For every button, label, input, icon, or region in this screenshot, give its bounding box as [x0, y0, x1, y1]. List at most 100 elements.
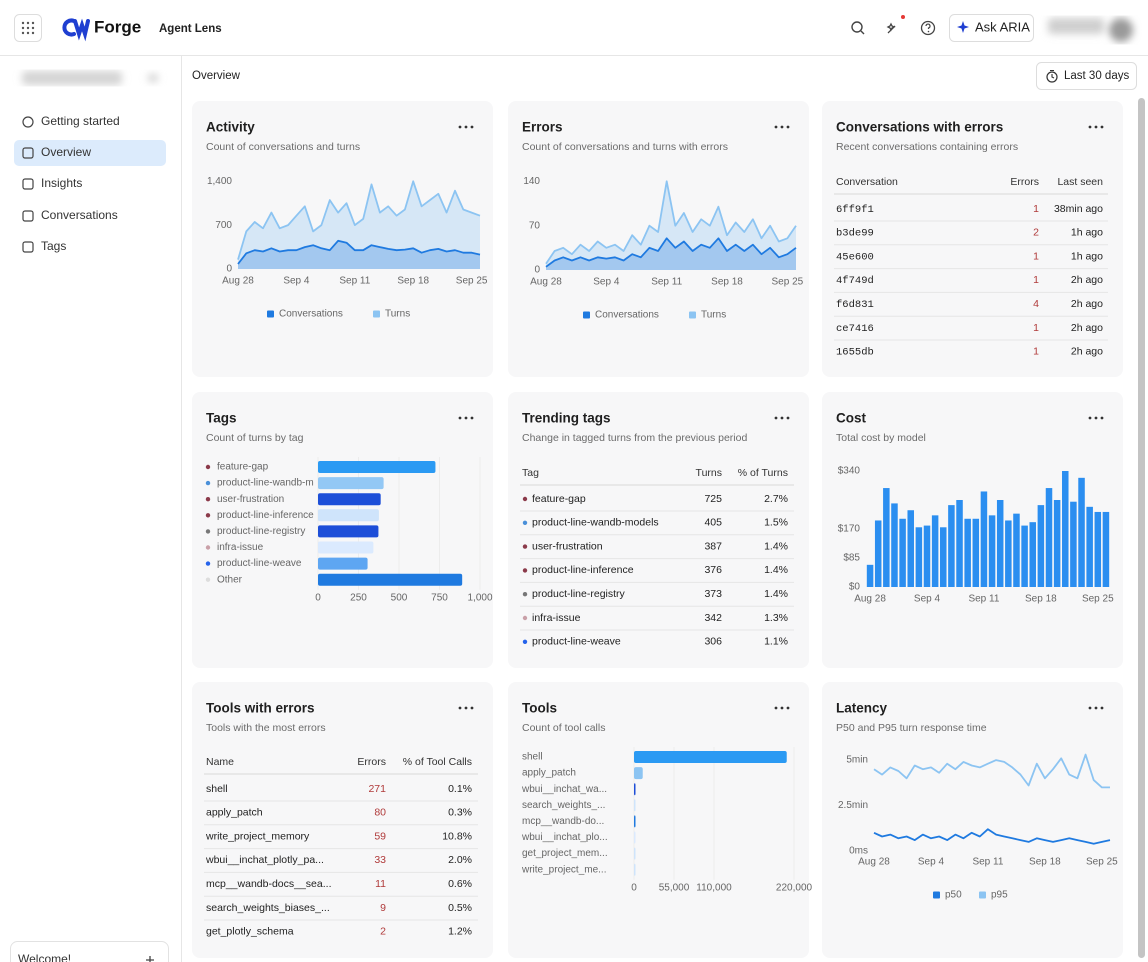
table-row[interactable]: feature-gap 725 2.7%	[520, 493, 794, 512]
legend-item[interactable]: Conversations	[267, 309, 343, 320]
table-cell: 1.5%	[764, 517, 788, 529]
card-menu[interactable]	[458, 125, 474, 129]
legend-label: Turns	[701, 310, 726, 321]
table-row[interactable]: 45e600 1 1h ago	[834, 250, 1108, 270]
legend-item[interactable]: p50	[933, 890, 962, 901]
help-button[interactable]	[920, 20, 936, 36]
nav-label: Tags	[41, 239, 66, 253]
workspace-selector[interactable]	[22, 71, 158, 85]
page-title: Overview	[192, 70, 241, 82]
bar	[988, 515, 996, 587]
table-row[interactable]: mcp__wandb-docs__sea... 11 0.6%	[204, 878, 478, 897]
card-menu[interactable]	[1088, 706, 1104, 710]
table-row[interactable]: b3de99 2 1h ago	[834, 227, 1108, 246]
column-header: Tag	[522, 467, 539, 479]
table-cell: 11	[375, 878, 386, 890]
column-header: Name	[206, 756, 234, 768]
table-row[interactable]: product-line-inference 376 1.4%	[520, 564, 794, 583]
legend-swatch	[689, 311, 696, 319]
bar	[318, 541, 374, 554]
menu-dot	[1088, 706, 1092, 710]
bar	[634, 847, 636, 860]
user-menu[interactable]	[1048, 18, 1133, 42]
bar	[634, 799, 636, 812]
nav-item[interactable]: Tags	[22, 239, 66, 253]
card-menu[interactable]	[1088, 125, 1104, 129]
nav-item[interactable]: Overview	[14, 140, 166, 166]
table-cell: feature-gap	[532, 493, 586, 505]
bar	[948, 505, 955, 587]
table-row[interactable]: user-frustration 387 1.4%	[520, 540, 794, 560]
table-cell: 80	[374, 807, 386, 819]
menu-dot	[786, 706, 790, 710]
nav-item[interactable]: Getting started	[22, 114, 120, 128]
nav-icon	[22, 210, 34, 222]
nav-active-bg	[14, 140, 166, 166]
legend-item[interactable]: Conversations	[583, 310, 659, 321]
nav-item[interactable]: Conversations	[22, 208, 118, 222]
table-row[interactable]: 4f749d 1 2h ago	[834, 274, 1108, 293]
table-row[interactable]: get_plotly_schema 2 1.2%	[206, 926, 472, 938]
x-tick-label: Sep 18	[397, 276, 429, 287]
menu-dot	[786, 416, 790, 420]
table-row[interactable]: product-line-wandb-models 405 1.5%	[520, 517, 794, 536]
apps-button[interactable]	[14, 14, 42, 42]
table-row[interactable]: search_weights_biases_... 9 0.5%	[204, 902, 478, 921]
table-row[interactable]: infra-issue 342 1.3%	[520, 612, 794, 631]
table-cell: 2h ago	[1071, 322, 1103, 334]
x-tick-label: 0	[631, 883, 637, 894]
column-header: Errors	[1010, 176, 1039, 188]
sparkle-button[interactable]	[886, 15, 905, 34]
nav-item[interactable]: Insights	[22, 176, 82, 190]
table-row[interactable]: write_project_memory 59 10.8%	[204, 830, 478, 850]
table-cell: infra-issue	[532, 612, 581, 624]
table-cell: 2h ago	[1071, 346, 1103, 358]
x-tick-label: Sep 25	[772, 277, 804, 288]
table-cell: 1h ago	[1071, 250, 1103, 262]
table-row[interactable]: 1655db 1 2h ago	[836, 346, 1103, 359]
card-menu[interactable]	[774, 125, 790, 129]
scrollbar[interactable]	[1138, 98, 1145, 958]
card-menu[interactable]	[774, 706, 790, 710]
table-row[interactable]: apply_patch 80 0.3%	[204, 807, 478, 826]
ask-aria-button[interactable]: Ask ARIA	[949, 14, 1034, 42]
table-cell: ce7416	[836, 323, 874, 335]
table-row[interactable]: f6d831 4 2h ago	[834, 298, 1108, 317]
menu-dot	[458, 416, 462, 420]
tag-dot	[522, 639, 528, 644]
tag-dot	[522, 520, 528, 525]
menu-dot	[464, 416, 468, 420]
table-row[interactable]: 6ff9f1 1 38min ago	[834, 203, 1108, 222]
legend-item[interactable]: p95	[979, 890, 1008, 901]
table-row[interactable]: shell 271 0.1%	[204, 783, 478, 802]
search-button[interactable]	[851, 21, 865, 35]
bar	[996, 500, 1004, 587]
date-range-button[interactable]: Last 30 days	[1036, 62, 1137, 90]
table-row[interactable]: wbui__inchat_plotly_pa... 33 2.0%	[204, 854, 478, 873]
legend-swatch	[933, 891, 940, 899]
panels: Activity Count of conversations and turns…	[192, 101, 1123, 958]
card-menu[interactable]	[1088, 416, 1104, 420]
card-title: Tags	[206, 411, 237, 426]
y-tick-label: 70	[529, 220, 541, 231]
brand: Forge	[94, 17, 141, 36]
legend-item[interactable]: Turns	[689, 310, 726, 321]
bar	[318, 461, 436, 473]
card-menu[interactable]	[458, 706, 474, 710]
x-tick-label: Sep 25	[456, 276, 488, 287]
card-menu[interactable]	[774, 416, 790, 420]
menu-dot	[780, 416, 784, 420]
legend-label: Turns	[385, 309, 410, 320]
menu-dot	[1088, 416, 1092, 420]
table-row[interactable]: product-line-weave 306 1.1%	[522, 636, 788, 648]
table-row[interactable]: product-line-registry 373 1.4%	[520, 588, 794, 607]
legend-item[interactable]: Turns	[373, 309, 410, 320]
card-menu[interactable]	[458, 416, 474, 420]
column-header: Turns	[696, 467, 722, 479]
table-row[interactable]: ce7416 1 2h ago	[834, 322, 1108, 341]
x-tick-label: Sep 18	[1029, 857, 1061, 868]
menu-dot	[470, 706, 474, 710]
card-subtitle: Count of conversations and turns with er…	[522, 141, 728, 153]
card-title: Trending tags	[522, 411, 611, 426]
